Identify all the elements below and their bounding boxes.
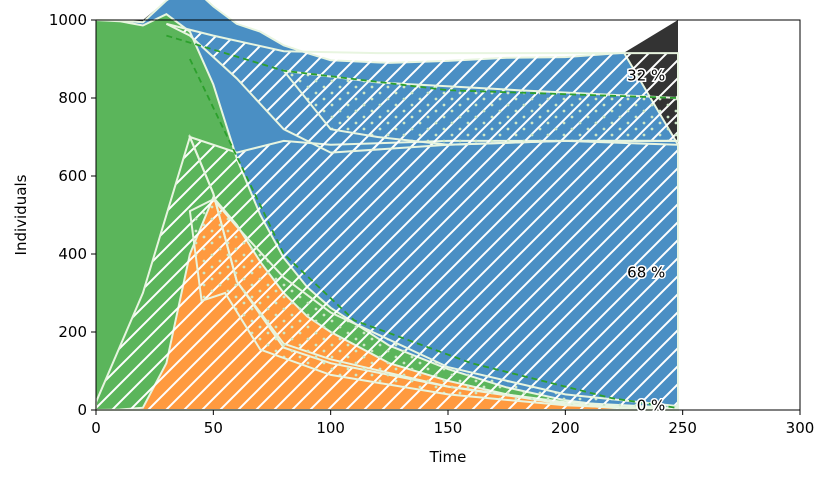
plot-area	[95, 0, 800, 412]
dashed-line-lower	[189, 58, 679, 409]
annotations: 32 % 68 % 0 %	[626, 65, 667, 416]
percentage-label: 68 %	[627, 263, 665, 281]
y-tick-label: 800	[58, 89, 87, 107]
y-tick-label: 200	[58, 323, 87, 341]
x-tick-label: 0	[91, 419, 101, 437]
percentage-label: 0 %	[637, 396, 666, 414]
x-tick-label: 300	[786, 419, 815, 437]
x-axis-label: Time	[429, 448, 467, 466]
dashed-line-upper	[166, 34, 679, 99]
y-axis-label: Individuals	[12, 174, 30, 255]
percentage-label: 32 %	[627, 66, 665, 84]
y-tick-label: 600	[58, 167, 87, 185]
y-tick-label: 0	[77, 401, 87, 419]
x-tick-label: 150	[434, 419, 463, 437]
x-tick-label: 250	[668, 419, 697, 437]
x-tick-label: 100	[316, 419, 345, 437]
x-tick-label: 200	[551, 419, 580, 437]
dots-overlay-low	[188, 198, 679, 412]
dots-overlay-high	[281, 69, 679, 146]
y-tick-label: 1000	[49, 11, 87, 29]
y-tick-label: 400	[58, 245, 87, 263]
x-tick-label: 50	[204, 419, 223, 437]
axes: 0 50 100 150 200 250 300 0 200 400 600 800 1000 Time I…	[12, 11, 814, 466]
